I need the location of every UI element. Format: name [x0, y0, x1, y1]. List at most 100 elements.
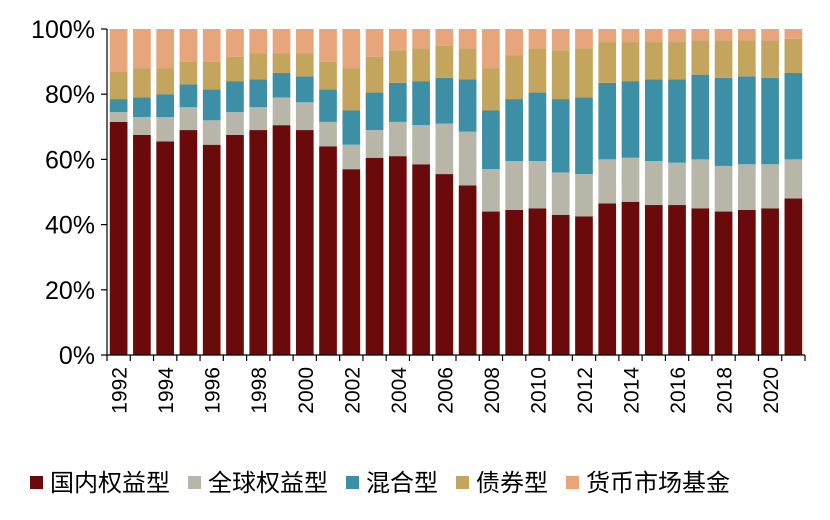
bar-segment-2009-s2	[505, 99, 524, 162]
bar-segment-2011-s3	[551, 50, 570, 100]
bar-segment-1996-s2	[202, 89, 221, 121]
bar-segment-2000-s0	[295, 130, 314, 355]
legend: 国内权益型 全球权益型 混合型 债券型 货币市场基金	[30, 470, 730, 497]
bar-segment-2008-s3	[482, 68, 500, 111]
legend-swatch-1	[188, 476, 201, 489]
bar-segment-2012-s1	[575, 174, 593, 217]
bar-segment-1999-s4	[272, 29, 291, 54]
bar-segment-2014-s0	[621, 201, 640, 355]
bar-segment-2010-s4	[528, 29, 547, 49]
bar-segment-2016-s0	[668, 205, 686, 355]
bar-segment-2006-s1	[435, 123, 454, 175]
bar-segment-1999-s1	[272, 97, 291, 126]
bar-segment-2017-s3	[691, 40, 710, 75]
bar-segment-2003-s0	[365, 157, 384, 355]
bar-segment-2007-s0	[458, 185, 477, 355]
bar-segment-2013-s4	[598, 29, 617, 43]
bar-segment-2015-s1	[644, 161, 663, 206]
bar-segment-2007-s3	[458, 48, 477, 80]
bar-segment-2005-s0	[412, 164, 430, 355]
bar-segment-1998-s2	[249, 79, 268, 108]
bar-segment-2002-s0	[342, 169, 361, 355]
bar-segment-2021-s1	[784, 159, 803, 199]
legend-swatch-0	[30, 476, 43, 489]
bar-segment-2021-s0	[784, 198, 803, 355]
bar-segment-2001-s1	[319, 121, 337, 147]
bar-segment-2008-s0	[482, 211, 500, 355]
x-tick-label: 1994	[155, 367, 178, 414]
bar-segment-2004-s1	[388, 121, 407, 157]
bar-segment-2012-s3	[575, 48, 593, 98]
bar-segment-1992-s1	[109, 112, 128, 122]
bar-segment-1994-s4	[156, 29, 175, 69]
bar-segment-2014-s4	[621, 29, 640, 43]
bar-segment-2020-s0	[761, 208, 779, 355]
x-tick-label: 2020	[760, 367, 783, 414]
bar-segment-1997-s2	[226, 81, 244, 113]
bar-segment-2004-s4	[388, 29, 407, 51]
bar-segment-2009-s4	[505, 29, 524, 56]
bar-segment-1996-s4	[202, 29, 221, 62]
x-axis-ticks: 1992 1994 1996 1998 2000 2002 2004 2006 2008 2010…	[106, 355, 806, 414]
y-tick-label: 40%	[45, 212, 95, 240]
bar-segment-2011-s4	[551, 29, 570, 51]
y-tick-label: 0%	[59, 342, 95, 370]
bar-segment-2004-s2	[388, 82, 407, 122]
bar-segment-1994-s3	[156, 68, 175, 95]
x-tick-label: 2010	[527, 367, 550, 414]
legend-swatch-3	[456, 476, 469, 489]
legend-label-1: 全球权益型	[208, 470, 328, 497]
bar-segment-2013-s0	[598, 203, 617, 355]
bar-segment-2016-s1	[668, 162, 686, 206]
bar-segment-1994-s2	[156, 94, 175, 118]
bar-segment-2011-s1	[551, 172, 570, 215]
y-tick-label: 80%	[45, 81, 95, 109]
bar-segment-2000-s3	[295, 53, 314, 77]
bar-segment-2000-s4	[295, 29, 314, 54]
bar-segment-2007-s4	[458, 29, 477, 49]
bar-segment-2019-s2	[737, 76, 756, 165]
bar-segment-2008-s2	[482, 110, 500, 170]
bar-segment-1994-s1	[156, 117, 175, 142]
bar-segment-2011-s0	[551, 214, 570, 355]
bar-segment-2012-s2	[575, 97, 593, 175]
x-tick-label: 1996	[202, 367, 225, 414]
legend-label-4: 货币市场基金	[586, 470, 730, 497]
bar-segment-1998-s3	[249, 53, 268, 80]
bar-segment-1996-s0	[202, 144, 221, 355]
bar-segment-2020-s4	[761, 29, 779, 41]
x-tick-label: 2000	[295, 367, 318, 414]
bar-segment-2005-s2	[412, 81, 430, 126]
x-tick-label: 1992	[109, 367, 132, 414]
bar-segment-2018-s0	[714, 211, 733, 355]
bar-segment-2000-s2	[295, 76, 314, 103]
bar-segment-2020-s2	[761, 77, 779, 165]
bar-segment-1999-s0	[272, 125, 291, 355]
legend-label-3: 债券型	[476, 470, 548, 497]
x-tick-label: 1998	[248, 367, 271, 414]
bar-segment-2006-s2	[435, 77, 454, 124]
bar-segment-1996-s3	[202, 61, 221, 90]
bar-segment-2016-s3	[668, 42, 686, 80]
bar-segment-1995-s3	[179, 61, 198, 85]
bar-segment-1992-s3	[109, 71, 128, 100]
bar-segment-1997-s1	[226, 112, 244, 135]
bar-segment-1998-s4	[249, 29, 268, 54]
x-tick-label: 2006	[434, 367, 457, 414]
bar-segment-2019-s1	[737, 164, 756, 210]
bar-segment-2011-s2	[551, 99, 570, 173]
bar-segment-1992-s4	[109, 29, 128, 72]
bar-segment-1993-s4	[133, 29, 151, 69]
bar-segment-2018-s3	[714, 40, 733, 78]
bar-segment-2012-s4	[575, 29, 593, 49]
bar-segment-2019-s4	[737, 29, 756, 41]
bar-segment-2002-s4	[342, 29, 361, 69]
legend-label-2: 混合型	[366, 470, 438, 497]
bar-segment-2016-s2	[668, 79, 686, 163]
bar-segment-2009-s3	[505, 55, 524, 100]
x-tick-label: 2014	[621, 367, 644, 414]
bar-segment-2007-s1	[458, 131, 477, 186]
bar-segment-2010-s0	[528, 208, 547, 355]
